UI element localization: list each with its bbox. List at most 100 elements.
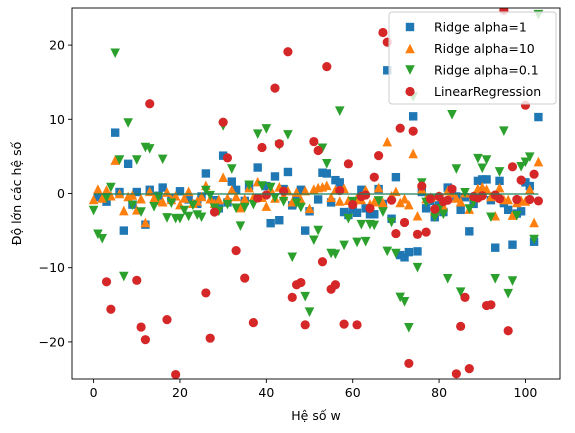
data-point (287, 292, 297, 302)
data-point (317, 257, 328, 267)
data-point (357, 185, 366, 194)
data-point (343, 213, 354, 224)
data-point (421, 227, 431, 237)
data-point (507, 276, 518, 286)
data-point (477, 191, 487, 201)
legend-marker (405, 86, 415, 97)
data-point (179, 193, 190, 203)
data-point (533, 156, 544, 167)
data-point (421, 204, 431, 213)
data-point (529, 217, 539, 228)
data-point (361, 190, 371, 200)
data-point (503, 194, 513, 205)
data-point (127, 190, 138, 200)
data-point (162, 213, 172, 223)
data-point (334, 196, 345, 206)
data-point (529, 169, 539, 179)
data-point (127, 200, 138, 211)
data-point (451, 193, 462, 203)
data-point (408, 112, 418, 121)
legend-marker (405, 43, 415, 54)
data-point (201, 185, 211, 196)
data-point (400, 253, 409, 262)
data-point (334, 106, 345, 116)
data-point (512, 194, 522, 205)
data-point (525, 194, 535, 205)
legend-label: Ridge alpha=1 (434, 20, 527, 35)
data-point (495, 176, 504, 186)
data-point (503, 326, 513, 336)
data-point (101, 277, 112, 287)
data-point (261, 124, 272, 134)
data-point (262, 181, 271, 191)
data-point (464, 204, 475, 214)
data-point (451, 369, 461, 379)
data-point (145, 99, 155, 109)
data-point (283, 130, 293, 140)
data-point (131, 155, 142, 165)
data-point (301, 226, 310, 235)
data-point (253, 163, 262, 172)
data-point (239, 202, 250, 213)
data-point (373, 182, 384, 193)
data-point (222, 199, 233, 210)
legend: Ridge alpha=1 Ridge alpha=10 Ridge alpha=0… (388, 11, 557, 105)
data-point (465, 227, 474, 236)
data-point (309, 235, 319, 246)
data-point (184, 195, 193, 204)
data-point (499, 126, 509, 136)
data-point (119, 226, 129, 235)
data-point (205, 190, 215, 201)
data-point (386, 195, 397, 205)
data-point (313, 145, 323, 156)
data-point (266, 218, 275, 228)
data-point (521, 178, 530, 187)
data-point (365, 210, 375, 219)
data-point (231, 185, 241, 194)
data-point (239, 193, 250, 204)
data-point (443, 195, 453, 205)
data-point (240, 273, 250, 283)
data-point (378, 27, 388, 38)
x-tick-label: 40 (258, 385, 274, 400)
data-point (283, 167, 293, 177)
data-point (455, 196, 466, 207)
data-point (330, 280, 341, 290)
data-point (93, 193, 103, 202)
data-point (533, 196, 544, 206)
data-point (412, 210, 423, 221)
data-point (257, 181, 267, 191)
data-point (486, 212, 496, 223)
data-point (261, 190, 271, 200)
data-point (330, 249, 341, 260)
data-point (119, 205, 129, 216)
data-point (318, 168, 327, 177)
data-point (447, 110, 457, 120)
data-point (132, 275, 142, 285)
data-point (482, 175, 491, 184)
data-point (253, 193, 263, 203)
data-point (473, 176, 483, 186)
y-tick-label: 10 (49, 112, 65, 127)
data-point (231, 191, 241, 202)
data-point (248, 318, 258, 328)
data-point (300, 291, 311, 302)
data-point (524, 152, 535, 162)
data-point (265, 182, 276, 193)
data-point (326, 198, 336, 207)
data-point (507, 162, 518, 172)
data-point (218, 172, 228, 182)
x-tick-label: 60 (345, 385, 361, 400)
data-point (153, 192, 164, 203)
legend-label: Ridge alpha=0.1 (434, 63, 539, 78)
data-point (503, 288, 513, 299)
data-point (343, 159, 353, 169)
data-point (520, 157, 531, 168)
data-point (175, 187, 185, 196)
data-point (270, 172, 280, 181)
data-point (348, 200, 358, 210)
data-point (507, 210, 518, 220)
data-point (270, 193, 280, 203)
data-point (110, 48, 120, 59)
